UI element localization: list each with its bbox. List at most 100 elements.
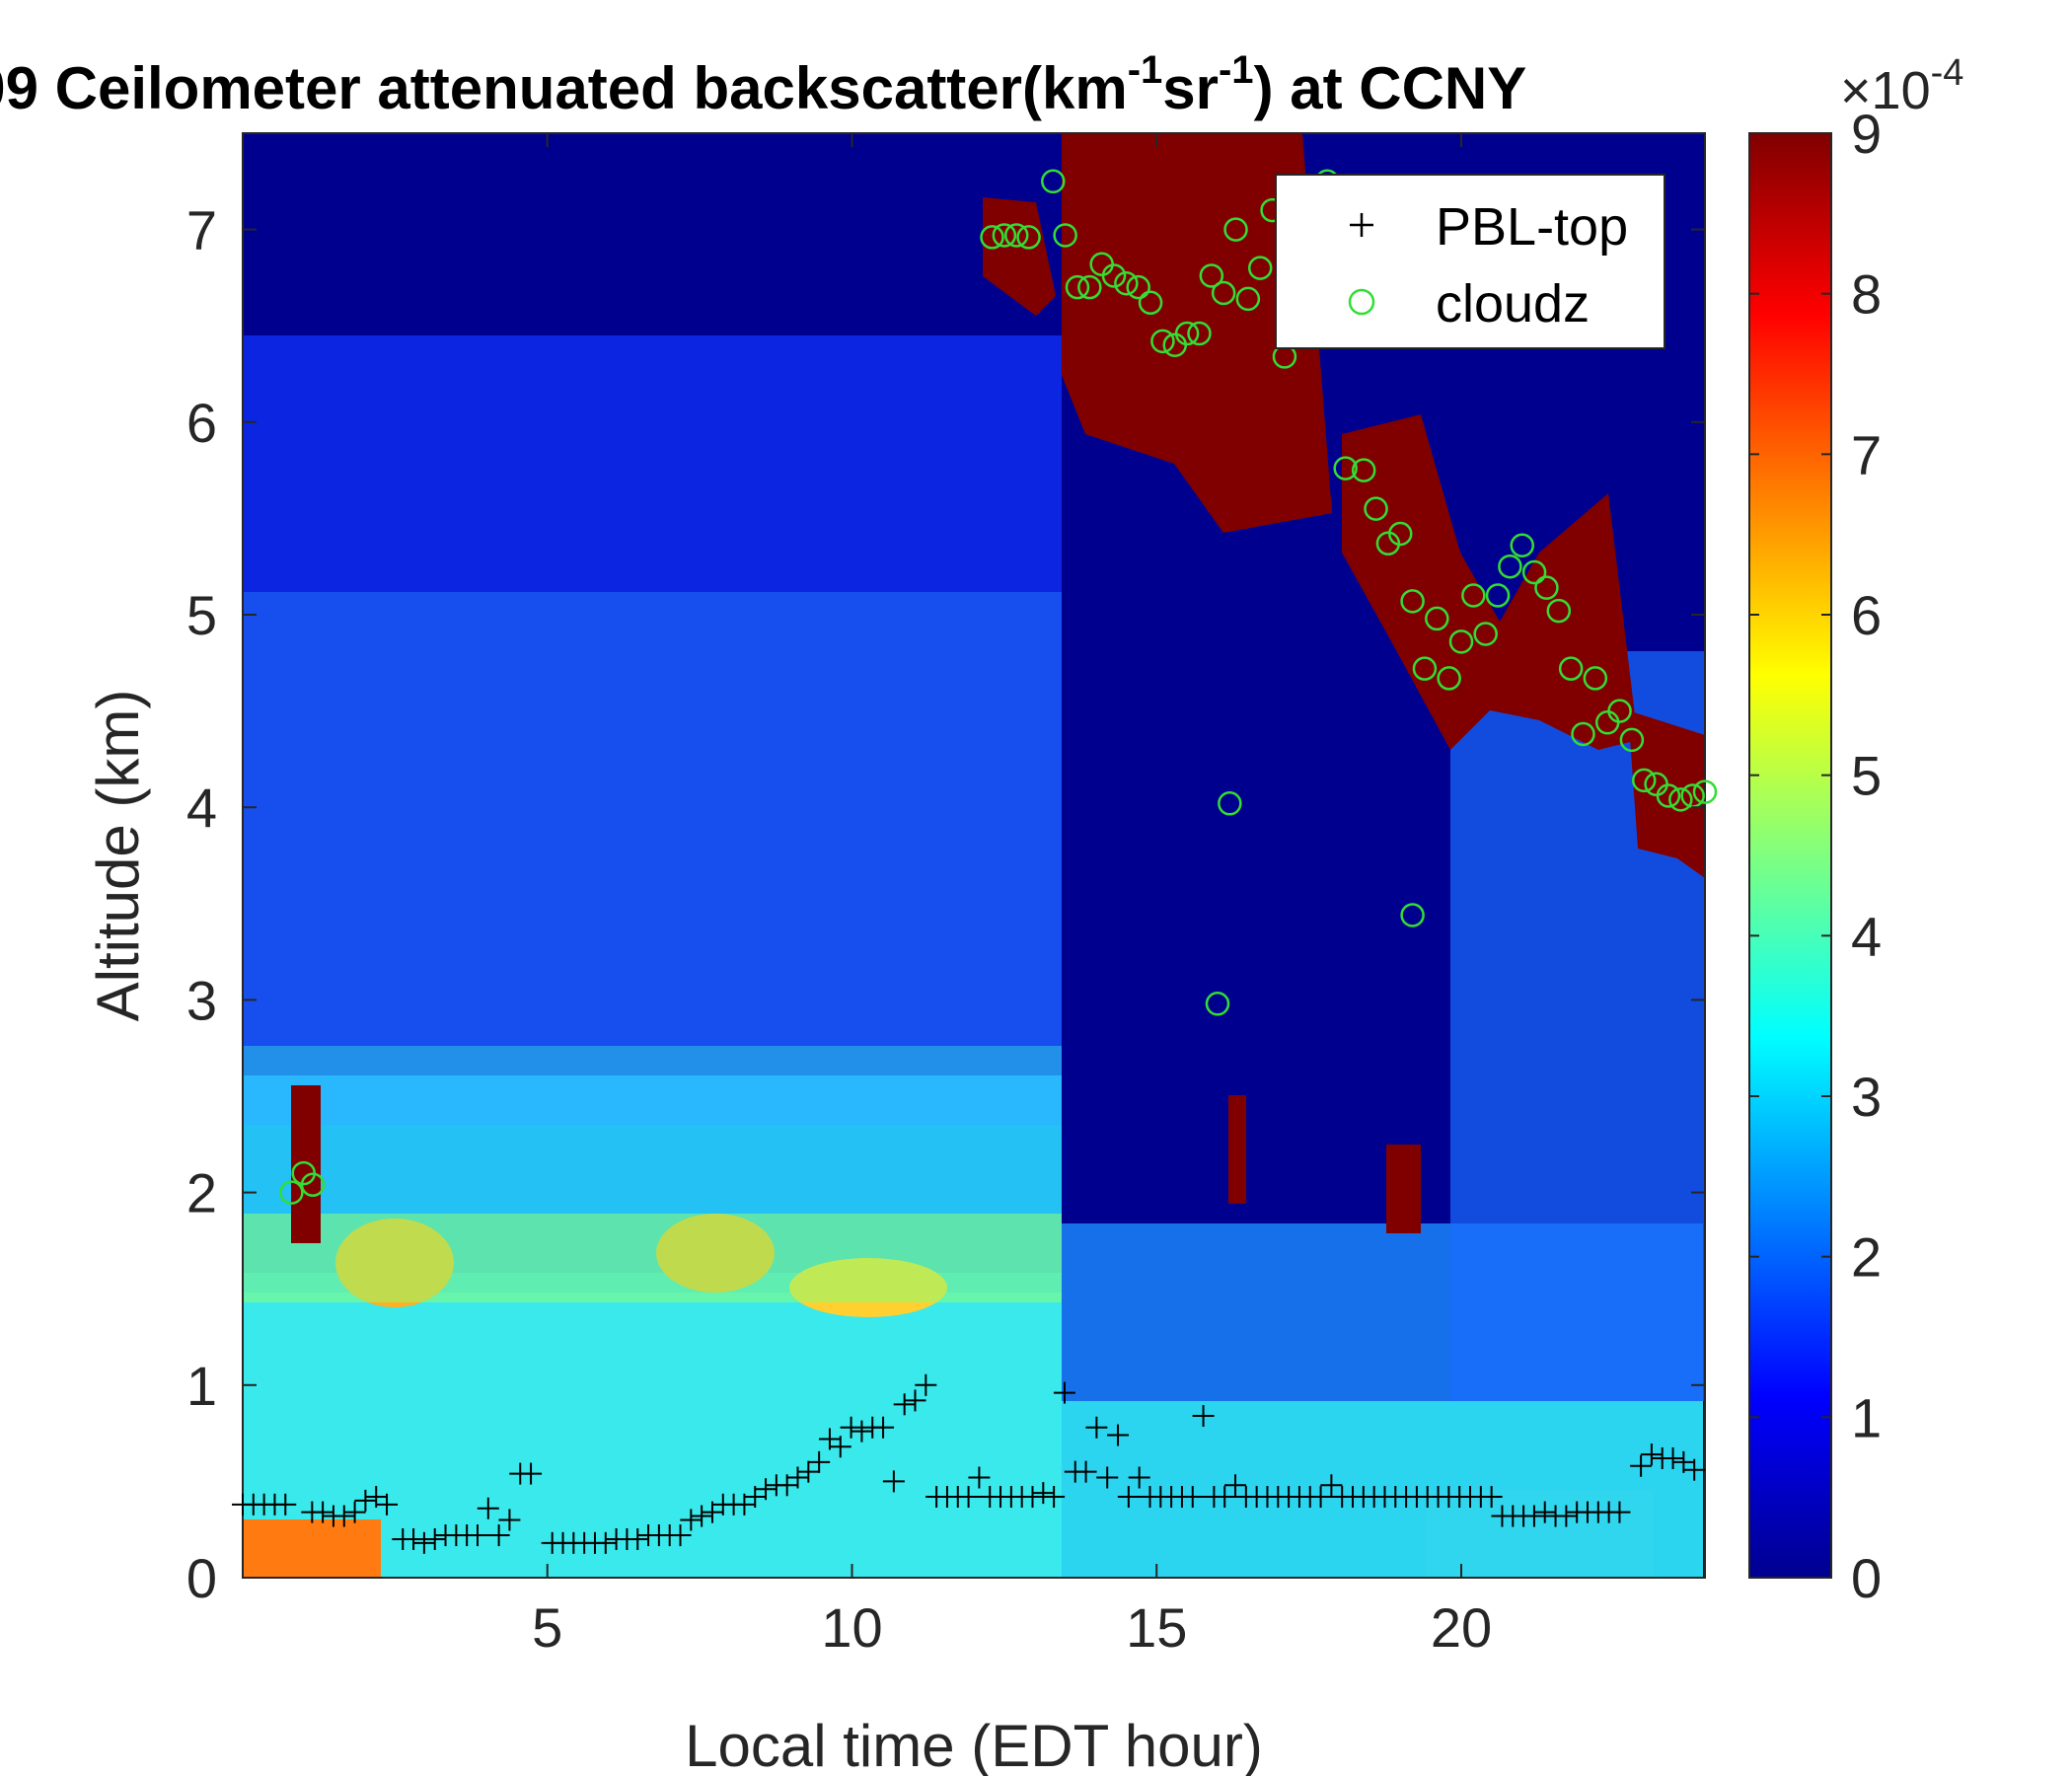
cloudz-point <box>1521 559 1547 585</box>
colorbar-tick-label: 5 <box>1851 745 1882 807</box>
cloudz-point <box>1388 521 1413 547</box>
y-tick-label: 4 <box>186 777 217 839</box>
pbl-top-point <box>1662 1446 1684 1469</box>
cloudz-point <box>1223 217 1248 242</box>
cloudz-point <box>1448 629 1474 654</box>
cloudz-point <box>1571 721 1595 747</box>
legend-label-pbl-top: PBL-top <box>1436 197 1628 257</box>
cloudz-point <box>1150 329 1175 354</box>
cloudz-point <box>1205 992 1230 1016</box>
cloudz-point <box>1546 598 1572 624</box>
title-prefix: 180609 Ceilometer attenuated backscatter… <box>0 55 1128 121</box>
pbl-top-point <box>403 1527 425 1550</box>
pbl-top-point <box>1117 1486 1140 1509</box>
cloud-low-2 <box>1228 1095 1246 1204</box>
pbl-top-point <box>376 1493 399 1516</box>
pbl-top-point <box>1085 1416 1108 1439</box>
colorbar-tick-label: 0 <box>1851 1547 1882 1609</box>
legend: PBL-top cloudz <box>1275 174 1665 349</box>
pbl-top-point <box>498 1509 521 1531</box>
cloudz-point <box>1583 666 1608 691</box>
colorbar-tick-label: 7 <box>1851 423 1882 485</box>
colorbar-tick-label: 2 <box>1851 1226 1882 1289</box>
aerosol-haze-top <box>243 335 1062 592</box>
surface-warm-layer <box>243 1519 381 1578</box>
cloudz-point <box>1558 656 1584 681</box>
elevated-green-band <box>243 1214 1062 1302</box>
pbl-top-point <box>755 1478 777 1501</box>
pbl-top-point <box>840 1416 862 1439</box>
cloudz-point <box>1632 768 1657 793</box>
legend-box <box>1275 174 1665 349</box>
pbl-top-point <box>423 1527 446 1550</box>
pbl-top-point <box>968 1466 991 1489</box>
pbl-top-point <box>1074 1460 1097 1483</box>
pbl-top-point <box>594 1531 617 1554</box>
cloud-low-1 <box>291 1085 321 1243</box>
pbl-top-point <box>312 1501 334 1523</box>
pbl-top-point <box>808 1450 831 1473</box>
legend-cloudz-marker <box>1348 288 1375 316</box>
legend-pbl-marker <box>1350 213 1373 237</box>
pbl-top-point <box>412 1531 435 1554</box>
colorbar-tick-label: 9 <box>1851 103 1882 165</box>
cloudz-markers <box>279 169 1718 1205</box>
residual-layer <box>243 1046 1062 1125</box>
cloudz-point <box>1619 727 1645 753</box>
cloudz-point <box>1607 699 1632 723</box>
pbl-top-point <box>627 1527 649 1550</box>
x-tick-label: 20 <box>1431 1596 1492 1659</box>
y-tick-label: 2 <box>186 1162 217 1224</box>
x-axis-label: Local time (EDT hour) <box>685 1713 1263 1776</box>
pbl-top-point <box>1032 1482 1055 1505</box>
cloudz-point <box>1400 903 1425 927</box>
pbl-top-point <box>354 1489 377 1512</box>
pbl-top-point <box>274 1493 297 1516</box>
cloudz-point <box>1510 533 1534 557</box>
colorbar-multiplier-base: ×10 <box>1840 61 1931 120</box>
cloudz-point <box>1101 263 1127 288</box>
pbl-top-point <box>477 1497 499 1519</box>
pbl-top-point <box>872 1416 895 1439</box>
cloudz-point <box>300 1172 326 1198</box>
y-axis-ticks: 0 1 2 3 4 5 6 7 <box>186 199 1705 1609</box>
pbl-top-point <box>1320 1474 1343 1497</box>
pbl-top-point <box>1043 1486 1066 1509</box>
y-tick-label: 6 <box>186 392 217 454</box>
pbl-top-point <box>1640 1443 1663 1466</box>
x-tick-label: 15 <box>1126 1596 1187 1659</box>
heatmap-plot-area <box>232 132 1718 1579</box>
cloudz-point <box>279 1180 304 1205</box>
y-tick-label: 1 <box>186 1355 217 1417</box>
cloudz-point <box>1235 286 1261 312</box>
pbl-top-point <box>1480 1486 1503 1509</box>
pbl-top-point <box>957 1486 980 1509</box>
cloudz-point <box>1437 666 1461 691</box>
cloudz-point <box>1656 783 1681 808</box>
cloud-mid-2 <box>1628 710 1705 878</box>
pbl-top-point <box>893 1393 916 1416</box>
aerosol-haze-upper <box>243 592 1062 1046</box>
cloudz-point <box>1485 583 1511 608</box>
pbl-top-point <box>1533 1501 1556 1523</box>
cloudz-point <box>1412 656 1438 681</box>
cloud-high-1 <box>983 197 1056 316</box>
pbl-top-point <box>851 1420 873 1443</box>
plot-frame <box>242 132 1706 1579</box>
y-tick-label: 5 <box>186 584 217 646</box>
y-tick-label: 3 <box>186 969 217 1031</box>
backscatter-heatmap <box>243 133 1705 1578</box>
cloudz-point <box>980 225 1004 250</box>
chart-title: 180609 Ceilometer attenuated backscatter… <box>0 48 1526 121</box>
colorbar-tick-label: 4 <box>1851 905 1882 967</box>
cloudz-point <box>1174 321 1200 346</box>
colorbar-gradient <box>1748 132 1832 1579</box>
pbl-top-point <box>680 1509 703 1531</box>
legend-label-cloudz: cloudz <box>1436 274 1590 333</box>
pbl-top-point <box>1608 1501 1631 1523</box>
pbl-top-point <box>829 1436 851 1458</box>
colorbar-ticks: 0 1 2 3 4 5 6 7 8 9 <box>1749 103 1882 1609</box>
pbl-top-point <box>1096 1466 1119 1489</box>
cloudz-point <box>1218 791 1242 816</box>
